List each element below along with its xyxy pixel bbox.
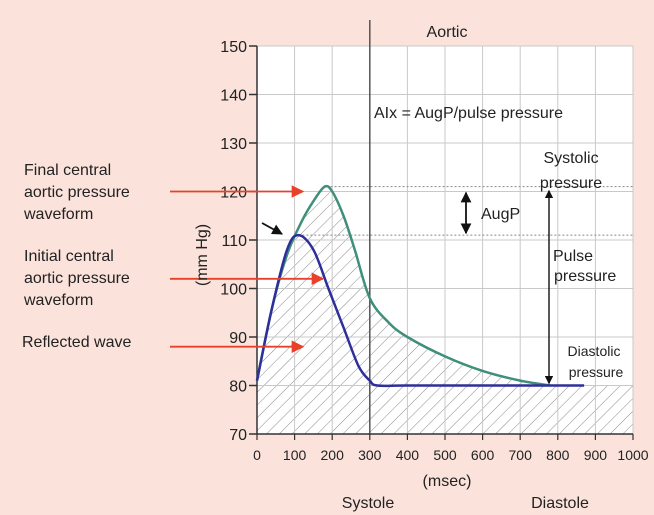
systolic-label-2: pressure [540, 175, 602, 192]
x-tick-labels: 0 100 200 300 400 500 600 700 800 900 1000 [253, 447, 649, 463]
final-waveform-label-2: aortic pressure [24, 184, 130, 201]
area-under-final-waveform [257, 186, 633, 434]
y-tick-label-4: 110 [221, 233, 247, 250]
final-waveform-label-3: waveform [23, 206, 93, 223]
y-tick-label-3: 100 [220, 282, 247, 299]
y-tick-label-1: 80 [229, 379, 247, 396]
inflection-point-arrow [261, 222, 283, 235]
augp-label: AugP [481, 206, 520, 223]
initial-waveform-label-3: waveform [23, 292, 93, 309]
pulse-label-2: pressure [554, 268, 616, 285]
reflected-wave-label: Reflected wave [22, 334, 131, 351]
diastolic-label-2: pressure [569, 364, 624, 380]
x-tick-label-5: 500 [433, 447, 457, 463]
chart-title: Aortic [427, 24, 468, 41]
x-tick-label-0: 0 [253, 447, 261, 463]
diastolic-label-1: Diastolic [568, 343, 621, 359]
x-tick-label-10: 1000 [617, 447, 648, 463]
x-tick-label-4: 400 [396, 447, 420, 463]
y-tick-label-8: 150 [220, 39, 247, 56]
x-tick-label-6: 600 [471, 447, 495, 463]
annotation-arrows [170, 185, 554, 385]
final-waveform-label-1: Final central [24, 162, 111, 179]
y-tick-label-0: 70 [229, 427, 247, 444]
y-tick-label-6: 130 [220, 136, 247, 153]
x-tick-label-3: 300 [358, 447, 382, 463]
pressure-guide-lines [298, 186, 633, 236]
y-tick-label-2: 90 [229, 330, 247, 347]
aix-formula: AIx = AugP/pulse pressure [374, 105, 563, 122]
y-tick-label-7: 140 [220, 88, 247, 105]
systole-label: Systole [342, 495, 395, 512]
y-axis-label: (mm Hg) [194, 224, 211, 286]
x-tick-label-8: 800 [546, 447, 570, 463]
x-tick-label-7: 700 [509, 447, 533, 463]
initial-waveform-label-2: aortic pressure [24, 270, 130, 287]
y-tick-labels: 70 80 90 100 110 120 130 140 150 [220, 39, 247, 444]
pulse-label-1: Pulse [553, 248, 593, 265]
x-tick-label-9: 900 [584, 447, 608, 463]
initial-waveform-label-1: Initial central [24, 248, 114, 265]
initial-waveform-line [255, 233, 585, 388]
x-tick-label-1: 100 [283, 447, 307, 463]
x-tick-label-2: 200 [321, 447, 345, 463]
systolic-label-1: Systolic [543, 150, 598, 167]
diastole-label: Diastole [531, 495, 589, 512]
x-axis-label: (msec) [423, 473, 472, 490]
y-tick-label-5: 120 [220, 185, 247, 202]
axes [249, 45, 634, 440]
